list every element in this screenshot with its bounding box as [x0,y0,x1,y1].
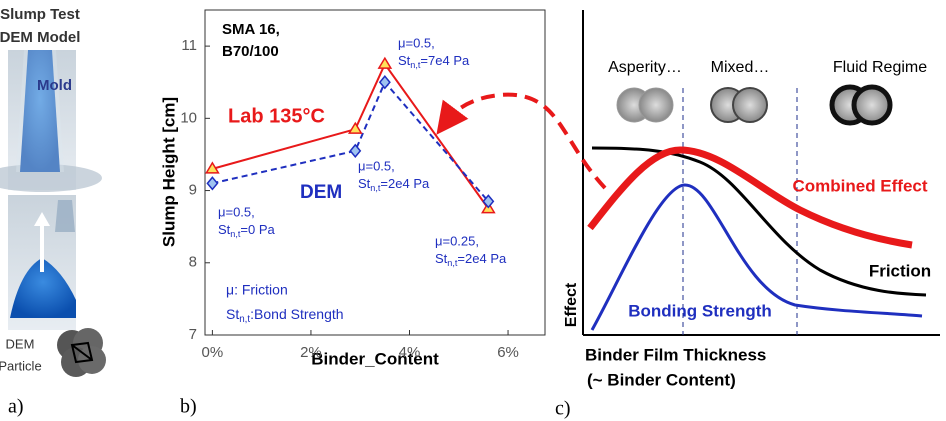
panel-label: a) [8,396,24,418]
regime-label: Asperity… [608,59,682,76]
series-line [212,82,488,201]
annotation-part: St [358,176,371,191]
panel-label: c) [555,398,571,420]
y-tick-label: 9 [189,182,197,199]
annotation: μ=0.5, [218,204,255,219]
annotation-part: =2e4 Pa [457,251,507,266]
annotation-part: =2e4 Pa [380,176,430,191]
note: μ: Friction [226,282,288,298]
annotation: μ=0.5, [358,158,395,173]
annotation-part: St [435,251,448,266]
x-tick-label: 2% [300,344,322,361]
regime-label: Mixed… [711,59,770,76]
annotation: μ=0.25, [435,233,479,248]
annotation-part: n,t [447,258,458,268]
annotation-part: n,t [239,314,250,325]
curve-label: Combined Effect [792,176,927,195]
series-label: DEM [300,182,342,203]
annotation-part: =0 Pa [240,222,275,237]
chart-title: SMA 16, [222,21,280,38]
figure: Slump Test DEM Model Mold DEM Particle a… [0,0,946,421]
particle-label: Particle [0,358,42,373]
annotation: Stn,t=2e4 Pa [435,251,507,268]
x-axis-label: Binder Film Thickness [585,345,766,364]
curve-label: Bonding Strength [628,301,772,320]
annotation-part: :Bond Strength [250,306,343,322]
panel-c: Asperity… Mixed… Fluid Regime Combined E… [446,10,940,420]
series-line [212,64,488,208]
mold [16,50,64,172]
annotation: Stn,t:Bond Strength [226,306,344,325]
annotation: Stn,t=7e4 Pa [398,53,470,70]
y-tick-label: 8 [189,254,197,271]
x-tick-label: 4% [399,344,421,361]
combined-curve [590,150,912,245]
particle-icon [57,328,106,377]
panel-a: Slump Test DEM Model Mold DEM Particle a… [0,6,106,418]
marker [349,123,361,133]
link-arrow [446,95,605,188]
mold [55,200,75,232]
marker [379,58,391,68]
annotation: Stn,t=2e4 Pa [358,176,430,193]
regime-icon [617,87,890,123]
annotation: Stn,t=0 Pa [218,222,276,239]
y-axis-label: Effect [563,282,580,327]
particle-label: DEM [6,336,35,351]
marker [207,177,217,189]
annotation-part: n,t [230,229,241,239]
y-tick-label: 10 [180,109,197,126]
annotation-part: St [398,53,411,68]
regime-label: Fluid Regime [833,59,927,76]
mold-label: Mold [37,77,72,94]
marker [350,145,360,157]
y-tick-label: 11 [181,37,197,54]
panel-a-title: Slump Test [0,6,80,23]
panel-a-title: DEM Model [0,29,80,46]
annotation-part: n,t [410,60,421,70]
panel-label: b) [180,396,197,418]
series-label: Lab 135°C [228,105,325,127]
x-tick-label: 0% [202,344,224,361]
annotation: μ=0.5, [398,35,435,50]
x-tick-label: 6% [497,344,519,361]
panel-b: SMA 16, B70/100 Binder_Content Slump Hei… [159,10,545,418]
curve-label: Friction [869,261,931,280]
annotation-part: =7e4 Pa [420,53,470,68]
marker [380,76,390,88]
chart-title: B70/100 [222,43,279,60]
annotation-part: n,t [370,183,381,193]
y-axis-label: Slump Height [cm] [159,97,178,247]
annotation-part: St [226,306,239,322]
y-tick-label: 7 [189,326,197,343]
x-axis-label: (~ Binder Content) [587,370,736,389]
annotation-part: St [218,222,231,237]
